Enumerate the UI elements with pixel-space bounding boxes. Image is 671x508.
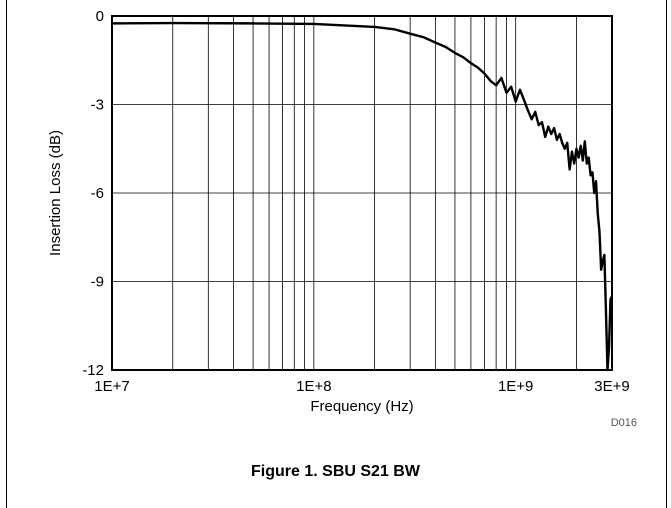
- y-tick-label: -12: [82, 362, 104, 379]
- plot-area-border: [111, 15, 613, 371]
- insertion-loss-chart: 0 -3 -6 -9 -12 1E+7 1E+8 1E+9 3E+9 Frequency (H…: [47, 8, 637, 429]
- y-axis-label: Insertion Loss (dB): [47, 130, 64, 256]
- x-tick-label: 3E+9: [594, 378, 629, 395]
- y-tick-label: -6: [91, 185, 104, 202]
- x-axis-ticks: 1E+7 1E+8 1E+9 3E+9: [94, 378, 629, 395]
- figure-caption: Figure 1. SBU S21 BW: [251, 463, 420, 480]
- series-line: [111, 21, 614, 372]
- y-tick-label: -3: [91, 97, 104, 114]
- chart-code-label: D016: [611, 417, 637, 429]
- figure-frame: [6, 0, 667, 508]
- y-axis-ticks: 0 -3 -6 -9 -12: [82, 8, 104, 379]
- x-tick-label: 1E+7: [94, 378, 129, 395]
- grid-lines: [112, 16, 612, 370]
- x-axis-label: Frequency (Hz): [310, 398, 413, 415]
- x-tick-label: 1E+8: [296, 378, 331, 395]
- x-tick-label: 1E+9: [498, 378, 533, 395]
- y-tick-label: -9: [91, 274, 104, 291]
- y-tick-label: 0: [96, 8, 104, 25]
